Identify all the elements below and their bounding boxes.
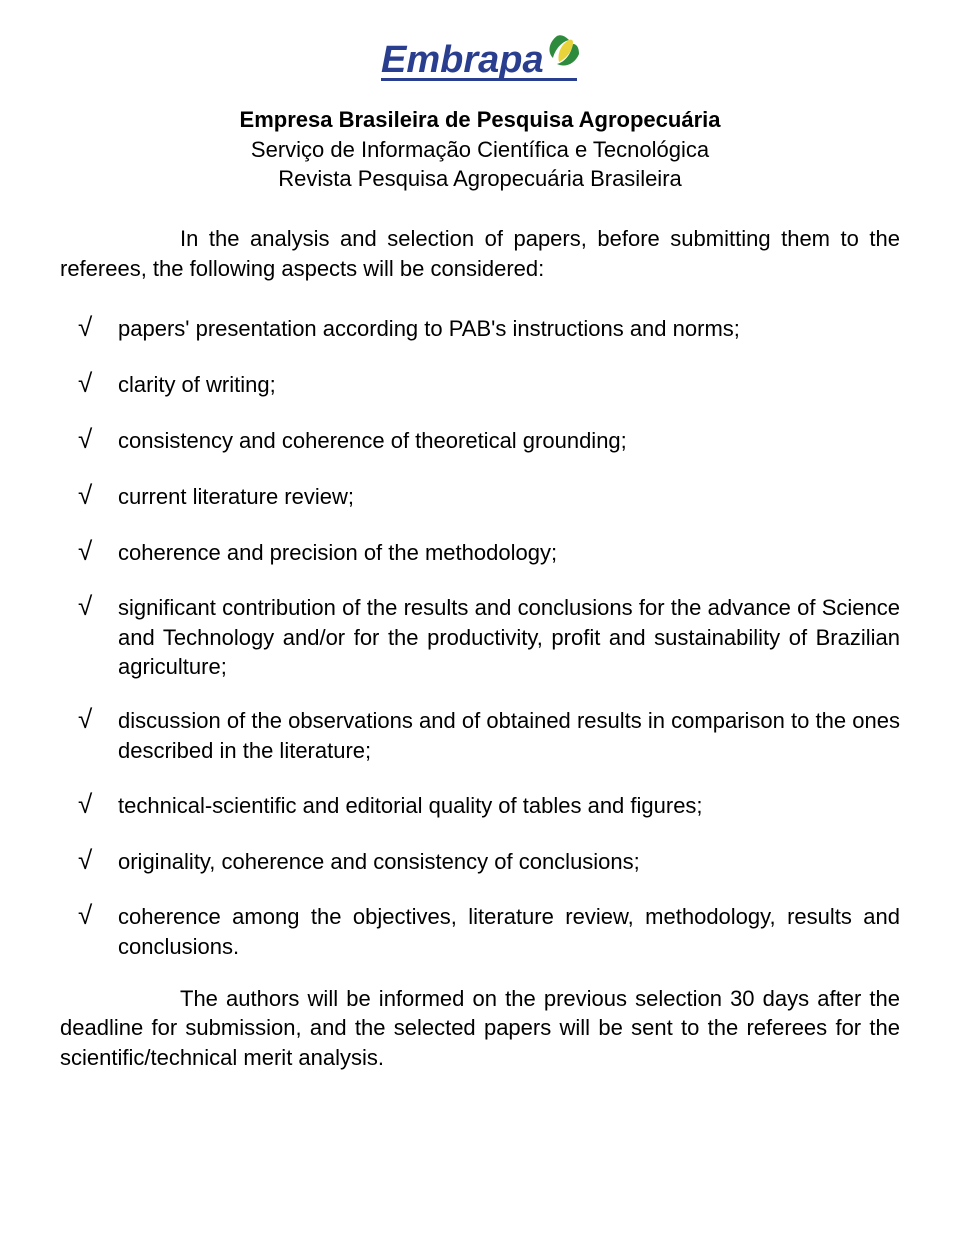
intro-paragraph: In the analysis and selection of papers,… (60, 224, 900, 283)
department-name: Serviço de Informação Científica e Tecno… (60, 135, 900, 165)
criteria-item: √significant contribution of the results… (78, 590, 900, 681)
letterhead: Empresa Brasileira de Pesquisa Agropecuá… (60, 105, 900, 194)
check-icon: √ (78, 311, 118, 345)
criteria-text: coherence and precision of the methodolo… (118, 540, 557, 565)
check-icon: √ (78, 590, 118, 624)
criteria-item: √current literature review; (78, 479, 900, 513)
check-icon: √ (78, 367, 118, 401)
document-page: Embrapa Empresa Brasileira de Pesquisa A… (0, 0, 960, 1135)
criteria-item: √coherence and precision of the methodol… (78, 535, 900, 569)
check-icon: √ (78, 479, 118, 513)
logo-container: Embrapa (60, 30, 900, 95)
criteria-text: current literature review; (118, 484, 354, 509)
check-icon: √ (78, 788, 118, 822)
criteria-item: √discussion of the observations and of o… (78, 703, 900, 765)
criteria-item: √coherence among the objectives, literat… (78, 899, 900, 961)
check-icon: √ (78, 899, 118, 933)
criteria-item: √papers' presentation according to PAB's… (78, 311, 900, 345)
embrapa-logo: Embrapa (375, 30, 585, 95)
criteria-list: √papers' presentation according to PAB's… (60, 311, 900, 961)
svg-text:Embrapa: Embrapa (381, 39, 544, 81)
criteria-text: significant contribution of the results … (118, 595, 900, 678)
criteria-text: clarity of writing; (118, 372, 276, 397)
criteria-text: discussion of the observations and of ob… (118, 708, 900, 763)
check-icon: √ (78, 535, 118, 569)
check-icon: √ (78, 844, 118, 878)
criteria-item: √consistency and coherence of theoretica… (78, 423, 900, 457)
check-icon: √ (78, 703, 118, 737)
criteria-text: originality, coherence and consistency o… (118, 849, 640, 874)
criteria-text: coherence among the objectives, literatu… (118, 904, 900, 959)
criteria-item: √originality, coherence and consistency … (78, 844, 900, 878)
journal-name: Revista Pesquisa Agropecuária Brasileira (60, 164, 900, 194)
criteria-item: √clarity of writing; (78, 367, 900, 401)
criteria-item: √technical-scientific and editorial qual… (78, 788, 900, 822)
criteria-text: papers' presentation according to PAB's … (118, 316, 740, 341)
org-name: Empresa Brasileira de Pesquisa Agropecuá… (60, 105, 900, 135)
criteria-text: technical-scientific and editorial quali… (118, 793, 703, 818)
criteria-text: consistency and coherence of theoretical… (118, 428, 627, 453)
closing-paragraph: The authors will be informed on the prev… (60, 984, 900, 1073)
check-icon: √ (78, 423, 118, 457)
